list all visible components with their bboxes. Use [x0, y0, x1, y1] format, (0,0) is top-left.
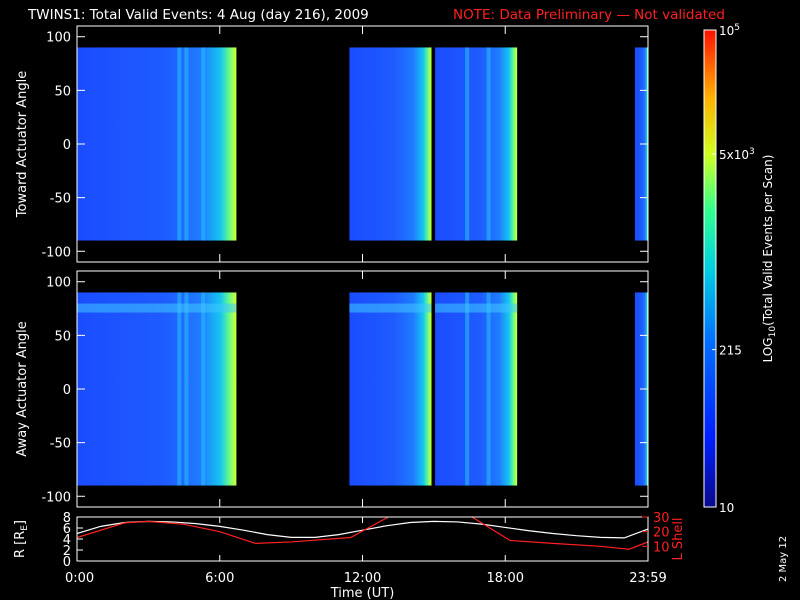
figure-title: TWINS1: Total Valid Events: 4 Aug (day 2…: [27, 7, 369, 23]
y-axis-label: Toward Actuator Angle: [15, 71, 30, 218]
y-axis-right-label: L Shell: [671, 517, 686, 560]
enhanced-band-1: [349, 303, 432, 313]
colorbar-tick-label: 10: [719, 501, 734, 515]
bright-stripe-3: [465, 292, 470, 486]
y-tick-label: -100: [41, 490, 71, 505]
y-tick-label: 0: [63, 383, 71, 398]
data-segment-1: [349, 292, 432, 486]
panel-frame: [76, 516, 649, 562]
preliminary-note: NOTE: Data Preliminary — Not validated: [453, 7, 725, 23]
y-tick-label: 0: [63, 138, 71, 153]
data-segment-2: [435, 292, 518, 486]
x-tick-label: 23:59: [629, 571, 666, 586]
y-tick-label: 0: [63, 555, 71, 570]
x-tick-label: 6:00: [205, 571, 234, 586]
y-tick-label: -50: [50, 437, 71, 452]
bright-stripe-2: [201, 47, 206, 241]
y-tick-right-label: 20: [653, 526, 670, 541]
radius-line: [77, 520, 648, 539]
y-tick-label: 4: [63, 533, 71, 548]
data-segment-0: [77, 292, 237, 486]
colorbar: 105 5x103 215 10 LOG10(Total Valid Events pe…: [703, 23, 778, 515]
x-tick-label: 18:00: [487, 571, 524, 586]
bright-stripe-4: [486, 47, 491, 241]
y-tick-label: 2: [63, 544, 71, 559]
y-tick-right-label: 30: [653, 511, 670, 526]
y-tick-label: 50: [54, 329, 71, 344]
bright-stripe-0: [177, 292, 182, 486]
y-tick-label: 6: [63, 522, 71, 537]
bright-stripe-3: [465, 47, 470, 241]
x-tick-label: 12:00: [344, 571, 381, 586]
y-tick-label: 100: [46, 276, 71, 291]
colorbar-tick-label: 5x103: [719, 147, 755, 162]
date-stamp: 2 May 12: [778, 536, 789, 582]
colorbar-tick-label: 215: [719, 344, 742, 358]
x-axis-label: Time (UT): [330, 586, 395, 600]
bright-stripe-0: [177, 47, 182, 241]
y-tick-label: -100: [41, 245, 71, 260]
toward-angle-panel: 100 50 0 -50 -100 Toward Actuator Angle: [15, 25, 649, 263]
away-angle-panel: 100 50 0 -50 -100 Away Actuator Angle: [15, 270, 649, 508]
bright-stripe-4: [486, 292, 491, 486]
y-tick-label: 50: [54, 84, 71, 99]
colorbar-tick-label: 105: [719, 23, 740, 38]
y-tick-label: -50: [50, 192, 71, 207]
bright-stripe-2: [201, 292, 206, 486]
y-tick-label: 100: [46, 31, 71, 46]
y-axis-label: R [RE]: [13, 520, 30, 558]
bright-stripe-1: [184, 47, 189, 241]
data-segment-1: [349, 47, 432, 241]
data-segment-0: [77, 47, 237, 241]
x-tick-label: 0:00: [65, 571, 94, 586]
enhanced-band-2: [435, 303, 518, 313]
enhanced-band-0: [77, 303, 237, 313]
lshell-line: [77, 517, 648, 550]
colorbar-label: LOG10(Total Valid Events per Scan): [761, 155, 778, 363]
y-axis-label: Away Actuator Angle: [15, 321, 30, 456]
y-tick-label: 8: [63, 511, 71, 526]
data-segment-2: [435, 47, 518, 241]
y-tick-right-label: 10: [653, 540, 670, 555]
bright-stripe-1: [184, 292, 189, 486]
colorbar-scale: [703, 29, 717, 508]
